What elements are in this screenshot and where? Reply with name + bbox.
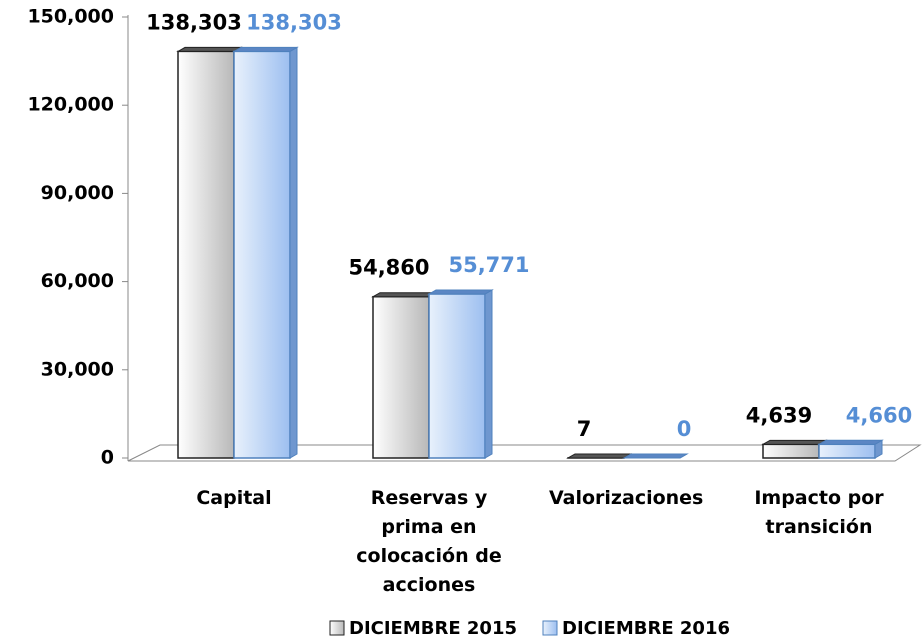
x-tick-label: Capital [196,487,272,509]
data-label: 4,660 [846,403,912,427]
y-tick-label: 120,000 [27,94,114,116]
bar-front [818,443,876,459]
bar-top [622,453,689,459]
data-label: 138,303 [246,10,342,34]
data-label: 55,771 [448,253,529,277]
x-tick-label: Impacto por transición [754,487,884,538]
bar-top [427,289,494,295]
bar [622,453,689,459]
bar-front [428,293,486,459]
legend-swatch [329,620,345,636]
data-label: 7 [577,417,592,441]
legend-label: DICIEMBRE 2016 [562,618,730,639]
bar [566,453,633,459]
y-tick-label: 150,000 [27,6,114,28]
bar-top [232,46,299,52]
bar [761,439,828,459]
y-tick-label: 30,000 [41,358,114,380]
legend-swatch [542,620,558,636]
bar-side [289,46,298,459]
y-tick-label: 60,000 [41,270,114,292]
data-label: 4,639 [746,403,812,427]
bar-top [566,453,633,459]
bar-top [371,292,438,298]
x-tick-label: Reservas y prima en colocación de accion… [356,487,502,596]
bar-top [817,439,884,445]
bar [817,439,884,459]
bar-top [761,439,828,445]
bar-front [762,443,820,459]
bar-front [177,50,235,459]
bar-side [484,289,493,459]
data-label: 54,860 [348,256,429,280]
bar [371,291,438,459]
floor [127,444,922,462]
bar [176,46,243,459]
bar-front [372,295,430,459]
bar-top [176,46,243,52]
data-label: 138,303 [146,10,242,34]
y-tick-label: 90,000 [41,182,114,204]
bar [427,289,494,459]
data-label: 0 [677,417,692,441]
legend-label: DICIEMBRE 2015 [349,618,517,639]
y-tick-label: 0 [101,447,114,469]
x-tick-label: Valorizaciones [549,487,704,509]
bar [232,46,299,459]
bar-front [233,50,291,459]
